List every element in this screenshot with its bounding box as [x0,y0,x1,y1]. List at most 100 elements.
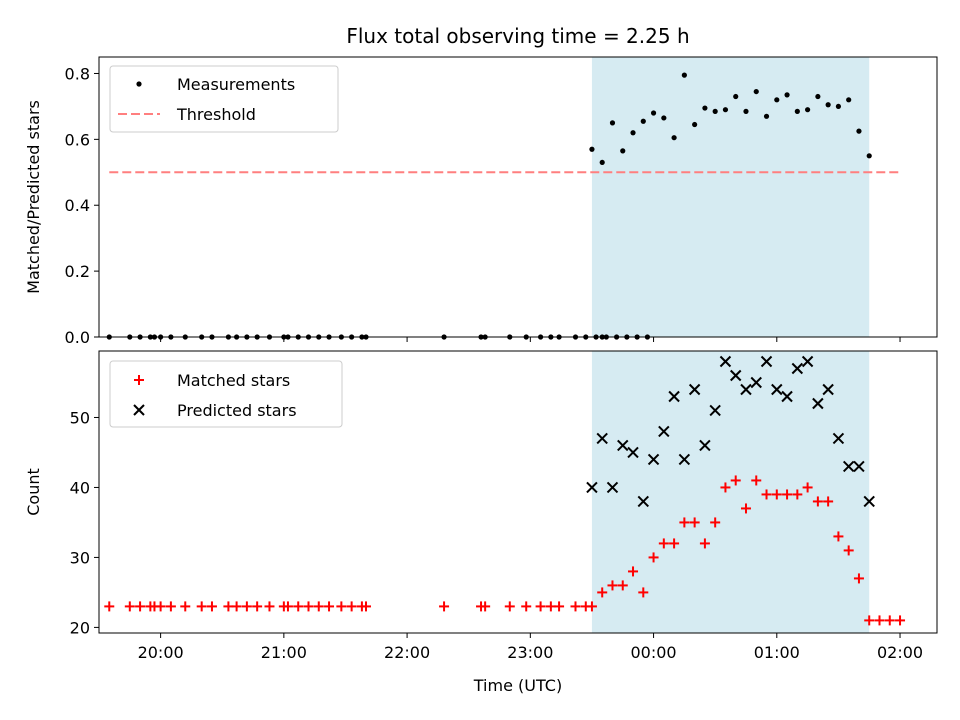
predicted-star-point-b [586,481,598,494]
predicted-star-point-b [627,446,639,459]
matched-star-point [689,517,700,528]
matched-star-point [730,475,741,486]
y-tick-label: 30 [70,548,90,567]
measurement-point [805,107,811,113]
x-tick-label: 23:00 [507,643,553,662]
matched-star-point [699,538,710,549]
predicted-star-point [730,369,742,382]
x-tick-label: 00:00 [631,643,677,662]
measurement-point [825,102,831,108]
predicted-star-point-b [853,460,865,473]
predicted-star-point-b [781,390,793,403]
x-tick-label: 21:00 [261,643,307,662]
predicted-star-point-b [678,453,691,466]
measurement-point [753,88,759,95]
matched-star-point [521,601,532,612]
matched-star-point [884,615,895,626]
y-tick-label: 0.6 [65,130,90,149]
predicted-star-point [617,439,629,452]
predicted-star-point-b [658,425,670,438]
y-axis-label: Count [24,468,43,516]
matched-star-point [439,601,450,612]
predicted-star-point [832,432,845,445]
measurement-point [815,93,821,100]
predicted-star-point [801,355,814,368]
predicted-star-point [853,460,865,473]
top-legend: Measurements Threshold [109,65,339,133]
matched-star-point [658,538,669,549]
legend-marker-predicted [133,404,145,416]
predicted-star-point-b [750,376,762,389]
measurement-point [620,148,626,154]
predicted-star-point-b [812,397,824,410]
matched-star-point [792,489,803,500]
y-tick-label: 20 [70,618,90,637]
predicted-star-point-b [730,369,742,382]
matched-star-point [853,573,864,584]
matched-star-point [617,580,628,591]
predicted-star-point-b [863,495,875,508]
measurement-point [722,107,729,113]
predicted-star-point [863,495,875,508]
predicted-star-point-b [617,439,629,452]
legend-marker-measurements [136,81,142,87]
matched-star-point [293,601,304,612]
matched-star-point [597,587,608,598]
matched-star-point [180,601,191,612]
predicted-star-point [699,439,711,452]
observing-window-shade [591,57,870,337]
predicted-star-point-b [801,355,814,368]
predicted-star-point [596,432,608,445]
predicted-star-point-b [719,355,732,368]
matched-star-point [346,601,357,612]
matched-star-point [206,601,217,612]
matched-star-point [231,601,242,612]
measurement-point [743,108,749,114]
measurement-point [650,110,657,116]
matched-star-point [135,601,146,612]
matched-star-point [648,552,659,563]
predicted-star-point [668,390,680,403]
matched-star-point [535,601,546,612]
predicted-star-point [771,383,783,396]
matched-star-point [843,545,854,556]
matched-star-point [303,601,314,612]
x-tick-label: 22:00 [384,643,430,662]
predicted-star-point [647,453,660,466]
y-tick-label: 0.0 [65,328,90,347]
predicted-star-point-b [760,355,773,368]
bottom-legend: Matched stars Predicted stars [109,360,343,428]
measurement-point [856,128,862,134]
y-tick-label: 40 [70,478,90,497]
predicted-star-point-b [832,432,845,445]
legend-label-measurements: Measurements [177,75,295,94]
matched-star-point [264,601,275,612]
predicted-star-point [812,397,824,410]
predicted-star-point [791,362,804,375]
legend-label-matched: Matched stars [177,371,290,390]
matched-star-point [628,566,639,577]
predicted-star-point [822,383,834,396]
measurement-point [702,105,708,111]
predicted-star-point-b [596,432,608,445]
measurement-point [866,153,872,159]
matched-star-point [669,538,680,549]
matched-star-point [679,517,690,528]
legend-label-predicted: Predicted stars [177,401,297,420]
x-tick-label: 01:00 [754,643,800,662]
matched-star-point [607,580,618,591]
predicted-star-point [627,446,639,459]
matched-star-point [241,601,252,612]
measurement-point [794,108,800,114]
y-tick-label: 0.2 [65,262,90,281]
predicted-star-point-b [699,439,711,452]
matched-star-point [864,615,875,626]
measurement-point [763,113,770,119]
predicted-star-point-b [637,495,649,508]
predicted-star-point [719,355,732,368]
measurement-point [671,135,677,141]
matched-star-point [720,482,731,493]
predicted-star-point-b [647,453,660,466]
predicted-star-point-b [606,481,619,494]
matched-star-point [570,601,581,612]
